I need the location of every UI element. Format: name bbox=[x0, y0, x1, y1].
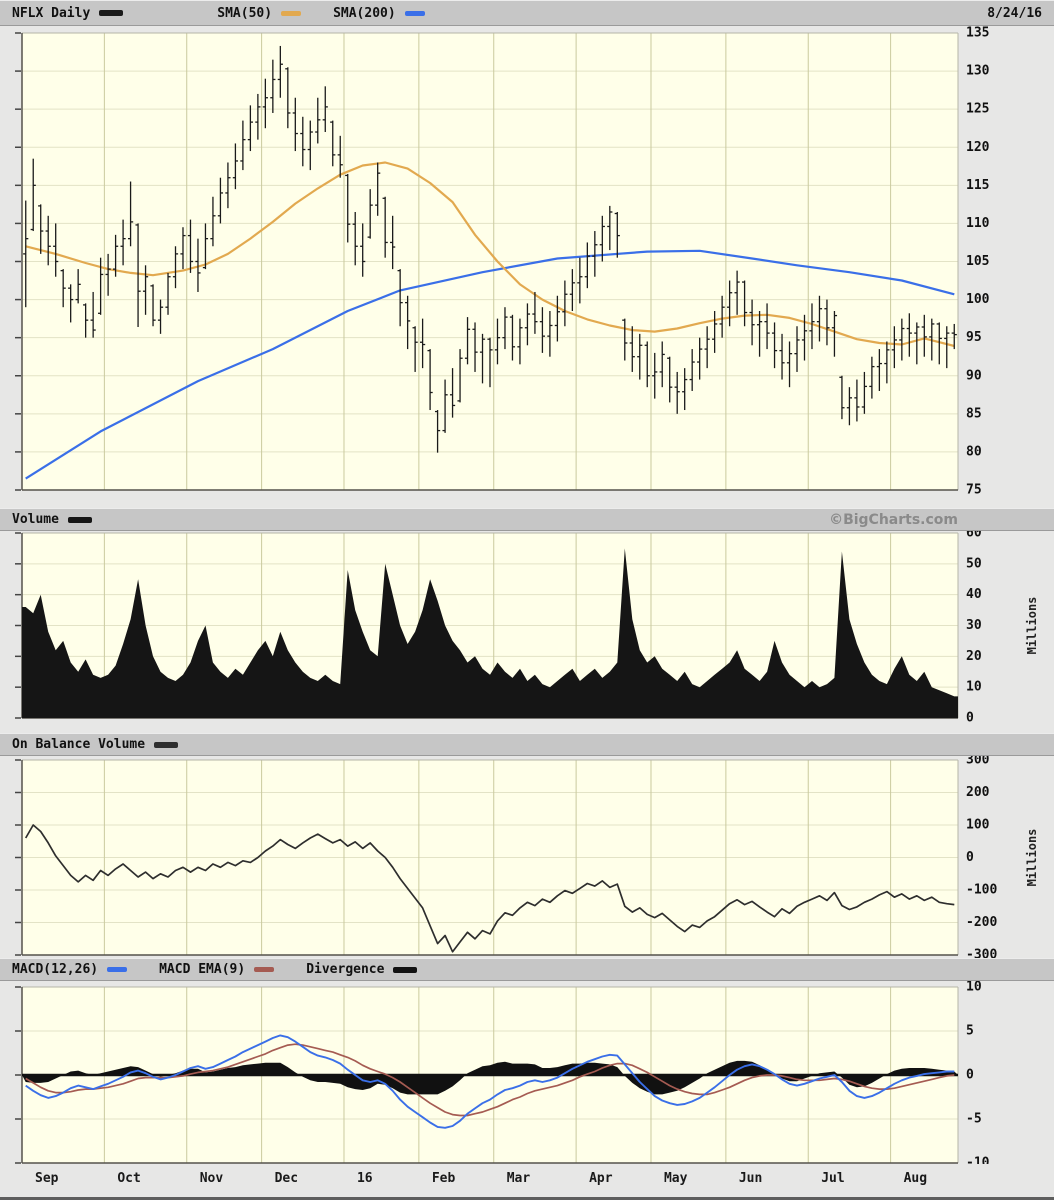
svg-text:30: 30 bbox=[966, 618, 982, 633]
macd-line bbox=[25, 1034, 955, 1129]
chart-date: 8/24/16 bbox=[987, 5, 1042, 21]
month-label: Nov bbox=[199, 1171, 224, 1186]
svg-text:95: 95 bbox=[966, 330, 982, 345]
svg-text:300: 300 bbox=[966, 756, 990, 768]
macd-panel: 10 5 0 -5 -10 bbox=[0, 981, 1054, 1164]
svg-text:120: 120 bbox=[966, 140, 990, 155]
sma200-line bbox=[25, 249, 955, 480]
y-axis-labels: 60 50 40 30 20 10 0 bbox=[15, 531, 982, 726]
svg-text:-200: -200 bbox=[966, 915, 997, 930]
bigcharts-watermark: ©BigCharts.com bbox=[829, 511, 958, 528]
svg-text:80: 80 bbox=[966, 444, 982, 459]
millions-axis-label: Millions bbox=[1025, 597, 1039, 655]
svg-text:10: 10 bbox=[966, 680, 982, 695]
main-header-bar: NFLX Daily SMA(50) SMA(200) 8/24/16 bbox=[0, 0, 1054, 26]
volume-panel: 60 50 40 30 20 10 0 Millions bbox=[0, 531, 1054, 733]
svg-text:5: 5 bbox=[966, 1024, 974, 1039]
divergence-swatch-icon bbox=[393, 966, 418, 973]
millions-axis-label: Millions bbox=[1025, 829, 1039, 887]
svg-text:20: 20 bbox=[966, 649, 982, 664]
month-label: Apr bbox=[589, 1171, 613, 1186]
macd-ema-swatch-icon bbox=[254, 967, 275, 972]
svg-text:105: 105 bbox=[966, 254, 989, 269]
svg-text:-100: -100 bbox=[966, 883, 997, 898]
svg-text:60: 60 bbox=[966, 531, 982, 541]
sma50-swatch-icon bbox=[281, 10, 302, 16]
svg-text:100: 100 bbox=[966, 818, 990, 833]
svg-text:130: 130 bbox=[966, 64, 990, 79]
month-label: 16 bbox=[356, 1171, 373, 1186]
svg-text:115: 115 bbox=[966, 178, 989, 193]
month-label: Jun bbox=[738, 1171, 763, 1186]
sma200-label: SMA(200) bbox=[333, 5, 396, 21]
svg-text:-300: -300 bbox=[966, 948, 997, 959]
obv-swatch-icon bbox=[154, 741, 179, 748]
month-label: Oct bbox=[117, 1171, 141, 1186]
y-axis-labels: 300 200 100 0 -100 -200 -300 bbox=[15, 756, 997, 958]
svg-text:40: 40 bbox=[966, 587, 982, 602]
obv-panel: 300 200 100 0 -100 -200 -300 Millions bbox=[0, 756, 1054, 958]
ohlc-bars bbox=[23, 45, 957, 453]
month-label: Dec bbox=[274, 1171, 299, 1186]
month-label: Jul bbox=[821, 1171, 845, 1186]
month-label: Feb bbox=[431, 1171, 456, 1186]
svg-text:200: 200 bbox=[966, 785, 990, 800]
svg-text:110: 110 bbox=[966, 216, 990, 231]
y-axis-labels: 135 130 125 120 115 110 105 100 95 90 85 80 75 bbox=[15, 26, 990, 498]
obv-line bbox=[24, 824, 955, 953]
volume-header-bar: Volume ©BigCharts.com bbox=[0, 508, 1054, 531]
svg-text:90: 90 bbox=[966, 368, 982, 383]
sma50-label: SMA(50) bbox=[217, 5, 273, 21]
month-label: Sep bbox=[35, 1171, 59, 1186]
month-label: May bbox=[663, 1171, 688, 1186]
svg-text:-10: -10 bbox=[966, 1156, 990, 1165]
price-panel: 135 130 125 120 115 110 105 100 95 90 85 80 75 bbox=[0, 26, 1054, 508]
svg-text:0: 0 bbox=[966, 711, 974, 726]
symbol-label: NFLX Daily bbox=[12, 5, 91, 21]
volume-label: Volume bbox=[12, 512, 59, 527]
obv-label: On Balance Volume bbox=[12, 737, 146, 752]
svg-text:85: 85 bbox=[966, 406, 982, 421]
month-label: Mar bbox=[506, 1171, 531, 1186]
macd-ema-line bbox=[25, 1043, 955, 1117]
svg-text:50: 50 bbox=[966, 556, 982, 571]
macd-header-bar: MACD(12,26) MACD EMA(9) Divergence bbox=[0, 958, 1054, 981]
svg-text:125: 125 bbox=[966, 102, 989, 117]
macd-ema-label: MACD EMA(9) bbox=[159, 962, 246, 977]
svg-text:100: 100 bbox=[966, 292, 990, 307]
svg-text:0: 0 bbox=[966, 850, 974, 865]
month-axis: Sep Oct Nov Dec 16 Feb Mar Apr May Jun Jul Aug bbox=[0, 1164, 1054, 1197]
svg-text:10: 10 bbox=[966, 981, 982, 995]
divergence-label: Divergence bbox=[306, 962, 385, 977]
svg-text:0: 0 bbox=[966, 1068, 974, 1083]
volume-swatch-icon bbox=[67, 516, 92, 523]
y-axis-labels: 10 5 0 -5 -10 bbox=[15, 981, 990, 1164]
svg-text:75: 75 bbox=[966, 483, 982, 498]
gridlines bbox=[22, 760, 958, 955]
macd-histogram bbox=[22, 1060, 958, 1095]
macd-label: MACD(12,26) bbox=[12, 962, 99, 977]
svg-text:135: 135 bbox=[966, 26, 989, 41]
price-series-swatch-icon bbox=[99, 10, 124, 16]
month-label: Aug bbox=[903, 1171, 928, 1186]
obv-header-bar: On Balance Volume bbox=[0, 733, 1054, 756]
sma50-line bbox=[25, 161, 955, 348]
volume-area bbox=[22, 548, 958, 718]
macd-swatch-icon bbox=[107, 967, 128, 972]
svg-text:-5: -5 bbox=[966, 1112, 982, 1127]
sma200-swatch-icon bbox=[404, 10, 425, 16]
